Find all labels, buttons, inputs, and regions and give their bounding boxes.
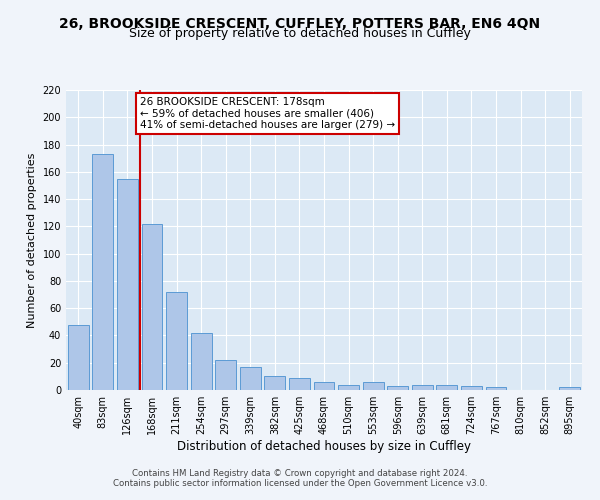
Text: Size of property relative to detached houses in Cuffley: Size of property relative to detached ho… [129,28,471,40]
Text: Contains public sector information licensed under the Open Government Licence v3: Contains public sector information licen… [113,478,487,488]
Bar [338,384,359,390]
Bar [362,382,383,390]
Bar [191,332,212,390]
Bar [461,386,482,390]
Bar [166,292,187,390]
Bar [314,382,334,390]
Bar [559,388,580,390]
Bar [485,388,506,390]
Text: 26, BROOKSIDE CRESCENT, CUFFLEY, POTTERS BAR, EN6 4QN: 26, BROOKSIDE CRESCENT, CUFFLEY, POTTERS… [59,18,541,32]
Bar [387,386,408,390]
Y-axis label: Number of detached properties: Number of detached properties [27,152,37,328]
Bar [412,384,433,390]
Bar [240,367,261,390]
Bar [142,224,163,390]
Bar [265,376,286,390]
Bar [436,384,457,390]
Bar [117,178,138,390]
Bar [215,360,236,390]
Text: Contains HM Land Registry data © Crown copyright and database right 2024.: Contains HM Land Registry data © Crown c… [132,468,468,477]
Bar [68,324,89,390]
Bar [92,154,113,390]
Text: 26 BROOKSIDE CRESCENT: 178sqm
← 59% of detached houses are smaller (406)
41% of : 26 BROOKSIDE CRESCENT: 178sqm ← 59% of d… [140,97,395,130]
Bar [289,378,310,390]
X-axis label: Distribution of detached houses by size in Cuffley: Distribution of detached houses by size … [177,440,471,453]
